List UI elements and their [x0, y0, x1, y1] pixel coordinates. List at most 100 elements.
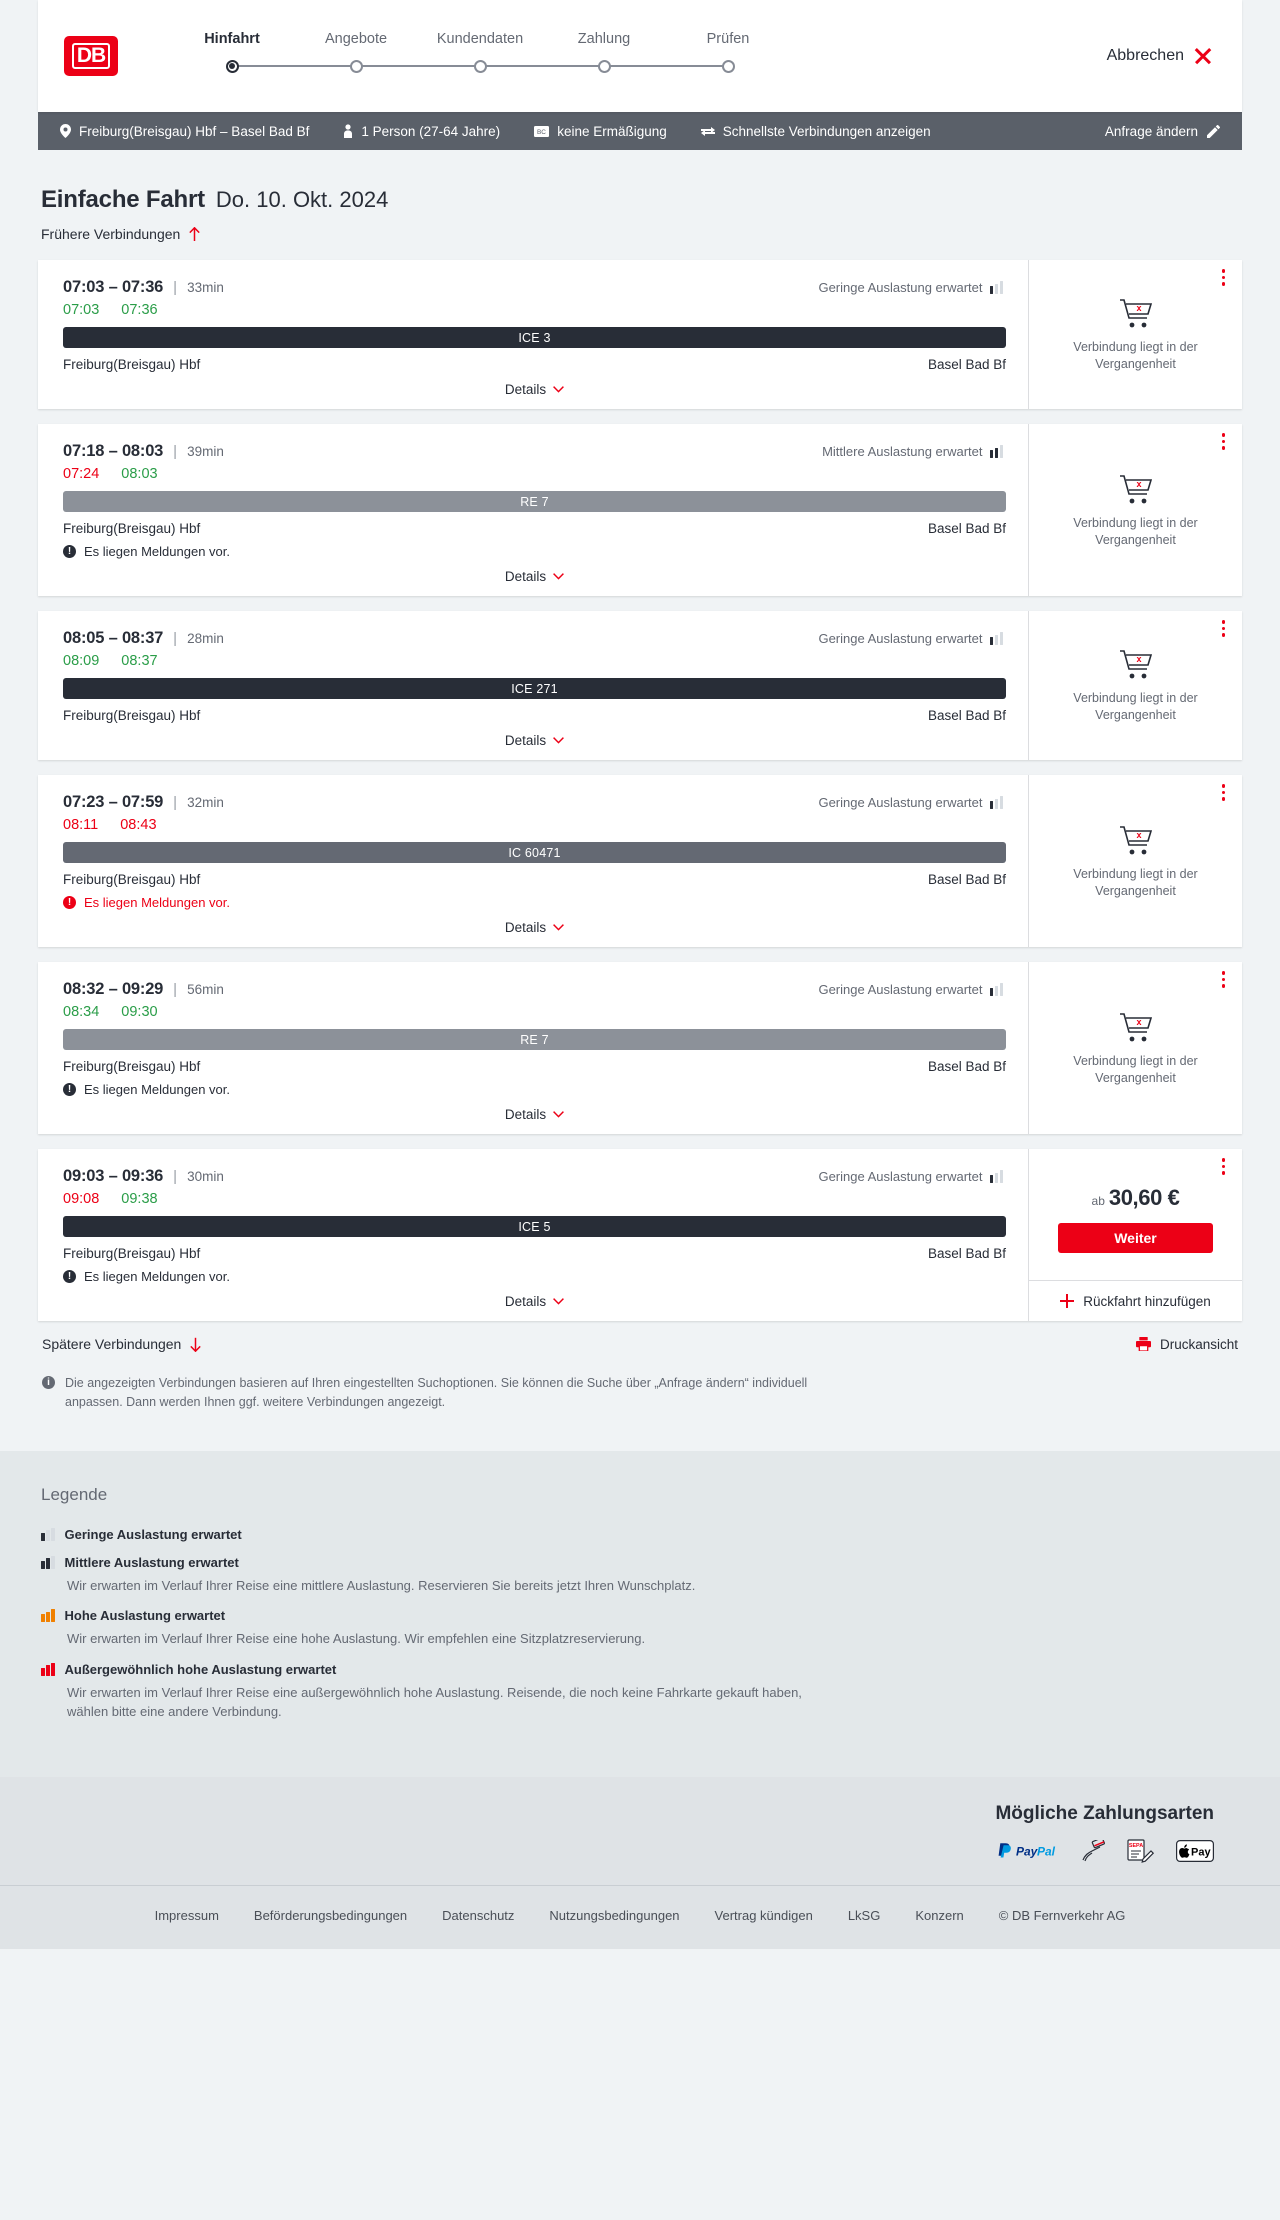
- past-connection-note: Verbindung liegt in der Vergangenheit: [1073, 340, 1198, 371]
- train-bar[interactable]: ICE 271: [63, 678, 1006, 699]
- trip-type-label: Einfache Fahrt: [41, 186, 205, 213]
- footer-link[interactable]: Beförderungsbedingungen: [253, 1907, 408, 1923]
- connection-card[interactable]: 08:05 – 08:37 | 28min Geringe Auslastung er…: [38, 611, 1242, 760]
- realtime-row: 08:11 08:43: [63, 817, 1006, 833]
- details-toggle[interactable]: Details: [63, 382, 1006, 397]
- details-toggle[interactable]: Details: [63, 569, 1006, 584]
- step-dot-kundendaten[interactable]: [418, 55, 542, 77]
- connection-aside: x Verbindung liegt in der Vergangenheit: [1028, 260, 1242, 409]
- realtime-row: 07:24 08:03: [63, 466, 1006, 482]
- step-kundendaten[interactable]: Kundendaten: [418, 31, 542, 47]
- realtime-arrival: 08:43: [120, 817, 157, 833]
- step-dot-angebote[interactable]: [294, 55, 418, 77]
- step-dot-hinfahrt[interactable]: [170, 55, 294, 77]
- footer-link[interactable]: Datenschutz: [442, 1907, 515, 1923]
- details-toggle[interactable]: Details: [63, 1107, 1006, 1122]
- connection-card[interactable]: 08:32 – 09:29 | 56min Geringe Auslastung er…: [38, 962, 1242, 1134]
- search-info-text: Die angezeigten Verbindungen basieren au…: [65, 1376, 808, 1410]
- chevron-down-icon: [553, 386, 565, 393]
- continue-button[interactable]: Weiter: [1058, 1222, 1213, 1253]
- cart-unavailable-icon: x: [1119, 825, 1152, 855]
- train-bar[interactable]: ICE 5: [63, 1216, 1006, 1237]
- separator: |: [173, 794, 178, 811]
- details-toggle[interactable]: Details: [63, 733, 1006, 748]
- svg-text:x: x: [1136, 654, 1141, 664]
- cancel-button[interactable]: Abbrechen: [1107, 47, 1212, 65]
- edit-request-button[interactable]: Anfrage ändern: [1105, 124, 1220, 139]
- plus-icon: [1060, 1294, 1075, 1308]
- occupancy-bars-icon: [989, 983, 1003, 996]
- step-hinfahrt[interactable]: Hinfahrt: [170, 31, 294, 47]
- step-zahlung[interactable]: Zahlung: [542, 31, 666, 47]
- step-dot-zahlung[interactable]: [542, 55, 666, 77]
- train-bar[interactable]: ICE 3: [63, 327, 1006, 348]
- earlier-connections-button[interactable]: Frühere Verbindungen: [38, 226, 1242, 242]
- step-label: Prüfen: [706, 31, 750, 47]
- details-label: Details: [504, 920, 547, 935]
- discount-summary[interactable]: BC keine Ermäßigung: [534, 124, 667, 139]
- realtime-departure: 08:11: [63, 817, 99, 833]
- legend-section: Legende Geringe Auslastung erwartet Mittl…: [0, 1450, 1280, 1777]
- alert-icon: !: [63, 896, 76, 909]
- step-pruefen[interactable]: Prüfen: [666, 31, 790, 47]
- step-angebote[interactable]: Angebote: [294, 31, 418, 47]
- footer-link[interactable]: Vertrag kündigen: [714, 1907, 813, 1923]
- page-title: Einfache Fahrt Do. 10. Okt. 2024: [38, 186, 1242, 214]
- train-name: IC 60471: [508, 845, 561, 860]
- app-header: DB Hinfahrt Angebote Kundendaten Zahlung…: [38, 0, 1242, 112]
- scheduled-time-row: 09:03 – 09:36 | 30min: [63, 1167, 1006, 1186]
- passenger-summary[interactable]: 1 Person (27-64 Jahre): [343, 124, 500, 139]
- connection-card[interactable]: 09:03 – 09:36 | 30min Geringe Auslastung er…: [38, 1149, 1242, 1321]
- print-view-button[interactable]: Druckansicht: [1135, 1337, 1238, 1352]
- footer-link[interactable]: LkSG: [847, 1907, 881, 1923]
- dot-active-icon: [225, 59, 239, 73]
- footer-link[interactable]: Konzern: [915, 1907, 964, 1923]
- scheduled-time: 08:05 – 08:37: [63, 629, 164, 647]
- step-labels: Hinfahrt Angebote Kundendaten Zahlung Pr…: [170, 31, 790, 47]
- alert-icon: !: [63, 1270, 76, 1283]
- more-options-button[interactable]: [1221, 620, 1225, 637]
- footer-links: Impressum Beförderungsbedingungen Datensch…: [0, 1908, 1280, 1923]
- passenger-text: 1 Person (27-64 Jahre): [361, 123, 501, 139]
- step-dot-pruefen[interactable]: [666, 55, 790, 77]
- db-logo[interactable]: DB: [64, 36, 118, 76]
- footer-link[interactable]: Impressum: [154, 1907, 219, 1923]
- search-summary-bar: Freiburg(Breisgau) Hbf – Basel Bad Bf 1 …: [38, 112, 1242, 150]
- credit-card-hand-icon: [1081, 1839, 1105, 1861]
- past-connection-note: Verbindung liegt in der Vergangenheit: [1073, 1053, 1198, 1085]
- discount-text: keine Ermäßigung: [557, 123, 667, 139]
- train-bar[interactable]: RE 7: [63, 1029, 1006, 1050]
- connection-message-text: Es liegen Meldungen vor.: [84, 895, 230, 910]
- footer-link[interactable]: Nutzungsbedingungen: [549, 1907, 680, 1923]
- more-options-button[interactable]: [1221, 1158, 1225, 1175]
- more-options-button[interactable]: [1221, 784, 1225, 801]
- footer-copyright: © DB Fernverkehr AG: [998, 1907, 1126, 1923]
- cart-unavailable-icon: x: [1119, 1012, 1152, 1042]
- train-bar[interactable]: IC 60471: [63, 842, 1006, 863]
- past-connection-note: Verbindung liegt in der Vergangenheit: [1073, 691, 1198, 722]
- legend-item: Geringe Auslastung erwartet: [38, 1527, 1242, 1542]
- occupancy-indicator: Geringe Auslastung erwartet: [818, 280, 1003, 295]
- more-options-button[interactable]: [1221, 971, 1225, 988]
- realtime-arrival: 09:30: [121, 1004, 158, 1020]
- duration: 39min: [187, 444, 224, 459]
- add-return-button[interactable]: Rückfahrt hinzufügen: [1029, 1280, 1242, 1321]
- separator: |: [173, 279, 178, 296]
- later-connections-button[interactable]: Spätere Verbindungen: [42, 1336, 202, 1352]
- connection-card[interactable]: 07:18 – 08:03 | 39min Mittlere Auslastung e…: [38, 424, 1242, 596]
- more-options-button[interactable]: [1221, 433, 1225, 450]
- site-footer: Impressum Beförderungsbedingungen Datensch…: [0, 1884, 1280, 1949]
- route-summary[interactable]: Freiburg(Breisgau) Hbf – Basel Bad Bf: [60, 124, 309, 139]
- details-toggle[interactable]: Details: [63, 1294, 1006, 1309]
- connection-message: ! Es liegen Meldungen vor.: [63, 895, 1006, 910]
- svg-text:Pay: Pay: [1191, 1846, 1211, 1858]
- sorting-summary[interactable]: Schnellste Verbindungen anzeigen: [700, 124, 931, 139]
- train-bar[interactable]: RE 7: [63, 491, 1006, 512]
- scheduled-time: 07:18 – 08:03: [63, 442, 164, 460]
- connection-card[interactable]: 07:23 – 07:59 | 32min Geringe Auslastung er…: [38, 775, 1242, 947]
- details-label: Details: [504, 733, 547, 748]
- separator: |: [173, 1168, 178, 1185]
- more-options-button[interactable]: [1221, 269, 1225, 286]
- connection-card[interactable]: 07:03 – 07:36 | 33min Geringe Auslastung er…: [38, 260, 1242, 409]
- details-toggle[interactable]: Details: [63, 920, 1006, 935]
